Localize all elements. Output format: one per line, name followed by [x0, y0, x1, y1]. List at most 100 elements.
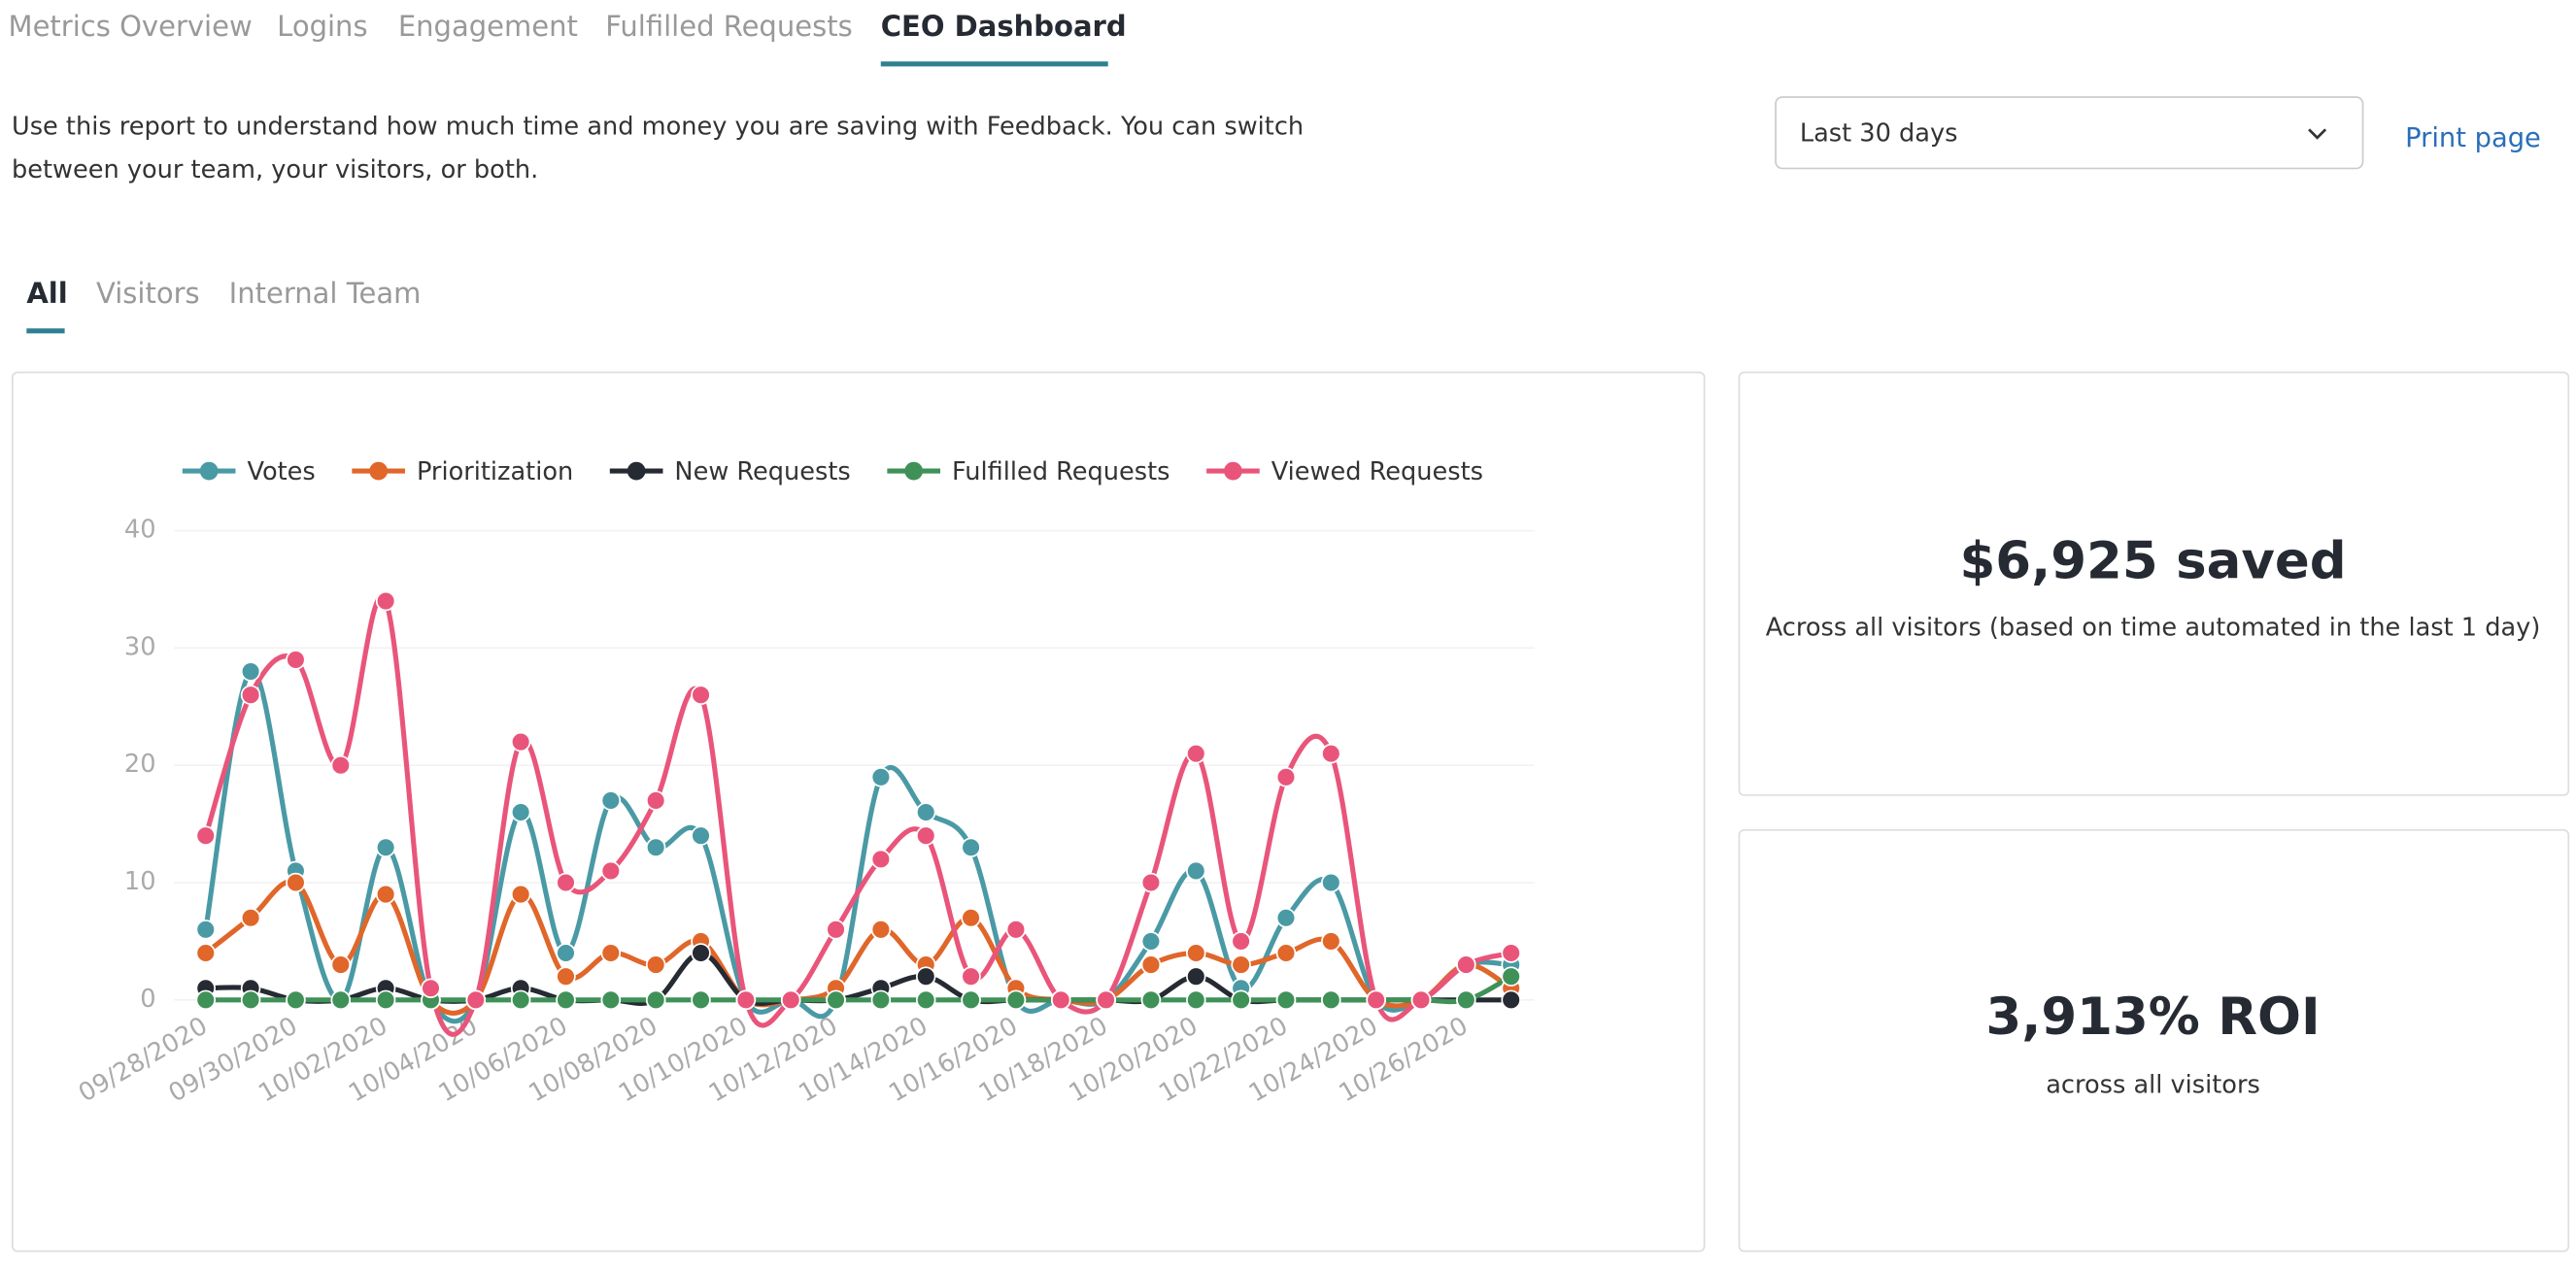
- data-point: [375, 989, 396, 1011]
- data-point: [286, 872, 306, 893]
- data-point: [1275, 989, 1297, 1011]
- series-line: [203, 594, 1512, 1037]
- data-point: [556, 872, 576, 893]
- data-point: [691, 943, 711, 963]
- data-point: [1186, 860, 1206, 882]
- data-point: [870, 989, 892, 1011]
- data-point: [600, 860, 622, 882]
- data-point: [826, 989, 846, 1011]
- y-tick-label: 20: [124, 750, 156, 779]
- legend-marker: [904, 461, 924, 481]
- data-point: [691, 685, 711, 705]
- saved-value: $6,925 saved: [1959, 531, 2346, 590]
- data-point: [600, 790, 622, 811]
- data-point: [330, 754, 352, 776]
- legend-marker: [1224, 461, 1242, 481]
- data-point: [195, 920, 216, 940]
- data-point: [961, 908, 981, 928]
- data-point: [915, 802, 936, 822]
- roi-caption: across all visitors: [2046, 1071, 2260, 1100]
- data-point: [1140, 954, 1162, 975]
- data-point: [330, 989, 352, 1011]
- data-point: [600, 943, 622, 963]
- sub-tab[interactable]: Internal Team: [229, 277, 422, 310]
- description: Use this report to understand how much t…: [12, 113, 1304, 142]
- data-point: [915, 989, 936, 1011]
- data-point: [961, 989, 981, 1011]
- data-point: [600, 989, 622, 1011]
- data-point: [375, 590, 396, 612]
- nav-tab[interactable]: Engagement: [398, 10, 578, 43]
- legend-label: Prioritization: [417, 457, 573, 486]
- data-point: [1140, 872, 1162, 893]
- active-tab-underline: [880, 61, 1108, 67]
- data-point: [510, 884, 531, 905]
- nav-tab[interactable]: Metrics Overview: [9, 10, 253, 43]
- data-point: [1456, 954, 1476, 975]
- data-point: [1501, 989, 1521, 1011]
- data-point: [1005, 920, 1027, 940]
- print-link[interactable]: Print page: [2405, 123, 2541, 153]
- data-point: [1186, 966, 1206, 987]
- data-point: [1321, 872, 1341, 893]
- data-point: [1005, 989, 1027, 1011]
- nav-tab[interactable]: Fulfilled Requests: [605, 10, 852, 43]
- data-point: [961, 966, 981, 987]
- data-point: [870, 767, 892, 787]
- data-point: [195, 989, 216, 1011]
- data-point: [1186, 943, 1206, 963]
- data-point: [510, 731, 531, 753]
- data-point: [691, 989, 711, 1011]
- y-tick-label: 0: [140, 985, 155, 1014]
- data-point: [780, 989, 801, 1011]
- data-point: [1051, 989, 1071, 1011]
- data-point: [1140, 989, 1162, 1011]
- chevron: [2308, 128, 2327, 140]
- data-point: [375, 884, 396, 905]
- legend-label: Votes: [247, 457, 315, 486]
- legend-marker: [199, 461, 219, 481]
- data-point: [240, 685, 261, 705]
- data-point: [1231, 931, 1251, 952]
- sub-tab[interactable]: Visitors: [96, 277, 200, 310]
- data-point: [330, 954, 352, 975]
- legend-marker: [369, 461, 389, 481]
- data-point: [1186, 743, 1206, 764]
- legend-label: Viewed Requests: [1271, 457, 1483, 486]
- stat-card: [1738, 371, 2570, 796]
- stat-card: [1738, 828, 2570, 1253]
- y-tick-label: 10: [124, 867, 156, 896]
- data-point: [1366, 989, 1386, 1011]
- data-point: [1275, 908, 1297, 928]
- data-point: [1231, 989, 1251, 1011]
- data-point: [1231, 954, 1251, 975]
- sub-tab[interactable]: All: [26, 277, 67, 310]
- data-point: [645, 954, 666, 975]
- data-point: [735, 989, 757, 1011]
- data-point: [691, 825, 711, 846]
- data-point: [1275, 767, 1297, 787]
- data-point: [240, 989, 261, 1011]
- data-point: [286, 989, 306, 1011]
- data-point: [870, 920, 892, 940]
- data-point: [556, 943, 576, 963]
- data-point: [915, 966, 936, 987]
- data-point: [1321, 743, 1341, 764]
- y-tick-label: 30: [124, 632, 156, 661]
- nav-tab[interactable]: CEO Dashboard: [881, 10, 1127, 43]
- data-point: [1456, 989, 1476, 1011]
- date-dropdown[interactable]: [1775, 96, 2364, 170]
- data-point: [240, 661, 261, 682]
- data-point: [870, 849, 892, 870]
- data-point: [1501, 966, 1521, 987]
- data-point: [286, 650, 306, 670]
- data-point: [826, 920, 846, 940]
- data-point: [556, 966, 576, 987]
- active-subtab-underline: [26, 328, 65, 334]
- data-point: [645, 989, 666, 1011]
- description: between your team, your visitors, or bot…: [12, 155, 538, 184]
- data-point: [1410, 989, 1432, 1011]
- nav-tab[interactable]: Logins: [277, 10, 367, 43]
- data-point: [240, 908, 261, 928]
